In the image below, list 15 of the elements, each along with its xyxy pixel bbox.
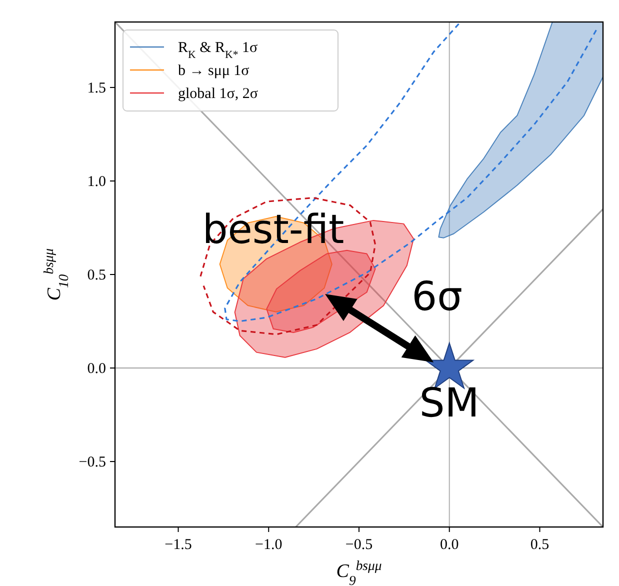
- legend-label: global 1σ, 2σ: [178, 86, 258, 102]
- x-tick-label: −1.5: [164, 537, 192, 553]
- annotation: 6σ: [412, 274, 462, 320]
- y-tick-label: 1.5: [87, 80, 106, 96]
- x-tick-label: −1.0: [255, 537, 282, 553]
- y-tick-label: 0.5: [87, 268, 106, 284]
- y-tick-label: 0.0: [87, 361, 106, 378]
- annotation: SM: [419, 380, 480, 426]
- x-tick-label: −0.5: [345, 537, 373, 553]
- y-tick-label: 1.0: [87, 174, 106, 190]
- legend-label: R$_{K}$ & R$_{K*}$ 1σ: [178, 40, 258, 61]
- x-tick-label: 0.5: [530, 537, 550, 553]
- legend-label: b → sμμ 1σ: [178, 63, 250, 79]
- y-tick-label: −0.5: [78, 454, 106, 471]
- x-tick-label: 0.0: [440, 537, 459, 553]
